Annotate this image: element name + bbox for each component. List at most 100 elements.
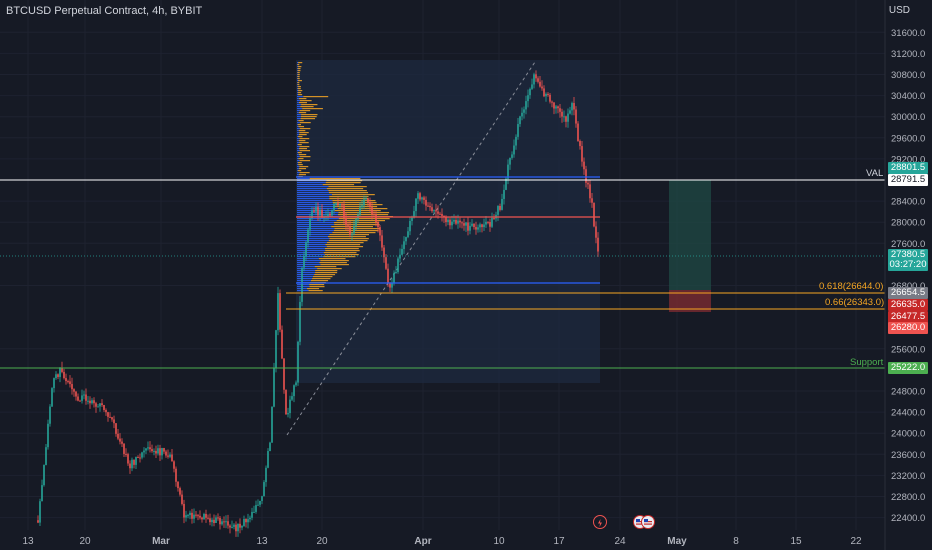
profile-bar-down	[297, 92, 302, 94]
candle-body	[411, 217, 413, 221]
profile-bar-down	[315, 270, 338, 272]
candle-body	[331, 209, 333, 216]
candle-body	[225, 521, 227, 523]
profile-bar-down	[299, 110, 311, 112]
candle-body	[419, 193, 421, 200]
candle-body	[345, 217, 347, 226]
candle-body	[417, 193, 419, 199]
candle-body	[243, 518, 245, 526]
candle-body	[329, 213, 331, 216]
candle-body	[537, 78, 539, 82]
profile-bar-up	[297, 160, 300, 162]
candle-body	[365, 198, 367, 200]
candle-body	[571, 103, 573, 111]
time-tick-label: 20	[316, 536, 328, 547]
candle-body	[59, 367, 61, 377]
profile-bar-up	[297, 186, 329, 188]
candle-body	[321, 209, 323, 218]
price-tick-label: 23200.0	[891, 471, 925, 482]
candle-body	[379, 227, 381, 236]
time-axis[interactable]: 13 20 Mar 13 20 Apr 10 17 24 May 8 15 22	[22, 536, 862, 547]
candle-body	[223, 521, 225, 523]
profile-bar-up	[297, 230, 334, 232]
candle-body	[471, 223, 473, 226]
price-tick-label: 30800.0	[891, 70, 925, 81]
candle-body	[189, 512, 191, 516]
countdown-tag: 03:27:20	[888, 259, 928, 271]
profile-bar-down	[325, 244, 361, 246]
candle-body	[291, 396, 293, 400]
profile-bar-up	[297, 96, 304, 98]
candle-body	[451, 221, 453, 226]
candle-body	[155, 450, 157, 454]
candle-body	[131, 459, 133, 469]
profile-bar-down	[332, 200, 376, 202]
profile-bar-down	[298, 90, 303, 92]
candle-body	[275, 330, 277, 368]
candle-body	[449, 219, 451, 226]
candle-body	[347, 225, 349, 227]
profile-bar-down	[332, 194, 375, 196]
candle-body	[157, 448, 159, 454]
profile-bar-down	[326, 246, 364, 248]
profile-bar-up	[297, 270, 316, 272]
candle-body	[447, 219, 449, 223]
candle-body	[435, 210, 437, 212]
profile-bar-up	[297, 78, 298, 80]
price-tick-label: 22400.0	[891, 513, 925, 524]
profile-bar-up	[297, 172, 300, 174]
candle-body	[269, 442, 271, 452]
candle-body	[389, 283, 391, 288]
candle-body	[527, 95, 529, 102]
candle-body	[211, 519, 213, 523]
profile-bar-up	[297, 134, 299, 136]
profile-bar-up	[297, 92, 298, 94]
candlesticks	[37, 70, 599, 537]
time-tick-label: 20	[79, 536, 91, 547]
candle-body	[277, 293, 279, 331]
profile-bar-down	[334, 228, 381, 230]
candle-body	[129, 463, 131, 469]
candle-body	[199, 515, 201, 518]
candle-body	[127, 454, 129, 464]
lightning-icon[interactable]	[593, 515, 607, 529]
candle-body	[465, 222, 467, 226]
candle-body	[213, 519, 215, 524]
candle-body	[123, 443, 125, 454]
candle-body	[577, 123, 579, 141]
candle-body	[391, 282, 393, 288]
profile-bar-down	[298, 134, 307, 136]
time-tick-label: Mar	[152, 536, 170, 547]
candle-body	[169, 454, 171, 457]
candle-body	[61, 367, 63, 372]
val-level-tag: 28801.5	[888, 162, 928, 174]
profile-bar-down	[299, 132, 309, 134]
profile-bar-up	[297, 66, 298, 68]
profile-bar-up	[297, 148, 300, 150]
candle-body	[231, 526, 233, 528]
profile-bar-down	[302, 108, 323, 110]
candle-body	[149, 447, 151, 450]
profile-bar-up	[297, 120, 299, 122]
profile-bar-down	[309, 284, 325, 286]
symbol-title[interactable]: BTCUSD Perpetual Contract, 4h, BYBIT	[6, 5, 203, 17]
horizontal-lines[interactable]: VAL 0.618(26644.0) 0.66(26343.0) Support	[0, 168, 885, 369]
us-flag-icon-2[interactable]	[641, 515, 655, 529]
profile-bar-up	[297, 280, 311, 282]
profile-bar-up	[297, 222, 334, 224]
candle-body	[283, 358, 285, 390]
candle-body	[453, 219, 455, 222]
candle-body	[595, 226, 597, 238]
candle-body	[289, 399, 291, 414]
candle-body	[181, 494, 183, 504]
profile-bar-up	[297, 110, 300, 112]
fib-66-price-tag: 26635.0	[888, 299, 928, 311]
candle-body	[553, 102, 555, 109]
candle-body	[457, 220, 459, 224]
price-axis[interactable]: 31600.0 31200.0 30800.0 30400.0 30000.0 29600…	[884, 0, 925, 550]
profile-bar-down	[298, 130, 306, 132]
candle-body	[333, 203, 335, 210]
profile-bar-down	[298, 102, 307, 104]
profile-bar-up	[297, 184, 323, 186]
